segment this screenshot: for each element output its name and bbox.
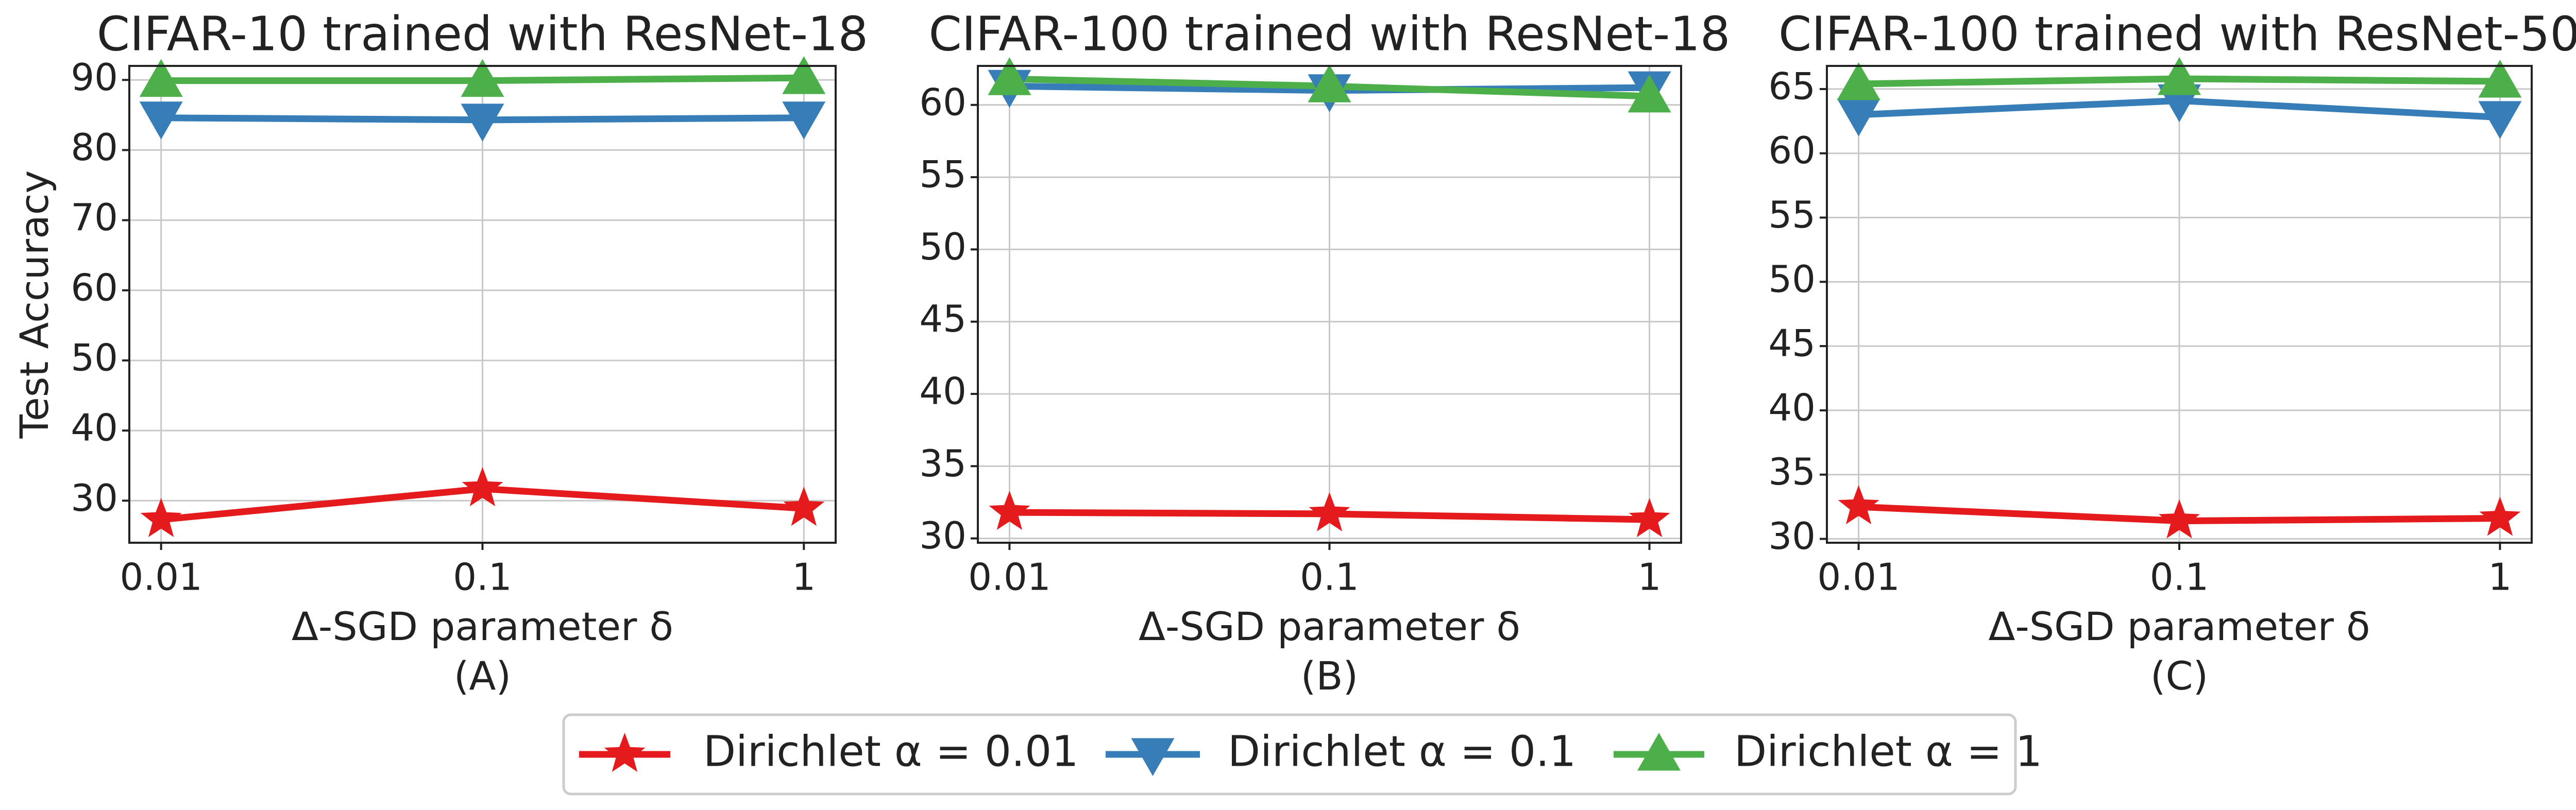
data-point (2158, 57, 2201, 95)
y-tick-label: 45 (919, 297, 967, 340)
y-tick-label: 30 (71, 476, 118, 520)
plot-frame (128, 65, 837, 544)
y-tick-label: 80 (71, 126, 118, 169)
legend-marker (1637, 733, 1681, 771)
legend-label: Dirichlet α = 0.01 (703, 727, 1078, 776)
data-point (989, 491, 1030, 530)
y-tick-label: 55 (1768, 193, 1816, 236)
y-tick-label: 35 (919, 442, 967, 485)
y-tick-label: 55 (919, 153, 967, 196)
y-tick-label: 40 (71, 406, 118, 450)
x-tick-label: 0.1 (2150, 556, 2209, 599)
data-point (1308, 64, 1351, 102)
y-tick-label: 30 (919, 514, 967, 557)
y-tick-label: 30 (1768, 514, 1816, 558)
y-axis-label: Test Accuracy (11, 170, 57, 439)
x-axis-label: Δ-SGD parameter δ (1139, 604, 1520, 649)
data-point (2159, 499, 2200, 539)
legend-label: Dirichlet α = 0.1 (1228, 727, 1576, 776)
chart-title: CIFAR-10 trained with ResNet-18 (97, 6, 868, 61)
x-tick-label: 0.01 (968, 556, 1050, 599)
y-tick-label: 70 (71, 196, 118, 239)
y-tick-label: 40 (919, 369, 967, 412)
x-axis-label: Δ-SGD parameter δ (1988, 604, 2370, 649)
y-tick-label: 35 (1768, 450, 1816, 493)
data-point (2478, 101, 2522, 139)
data-point (1838, 485, 1879, 525)
data-point (782, 56, 826, 94)
data-point (988, 57, 1031, 95)
data-point (783, 487, 825, 526)
data-point (2478, 59, 2522, 98)
x-tick-label: 0.1 (1300, 556, 1359, 599)
y-tick-label: 50 (71, 336, 118, 379)
panel-label: (A) (454, 653, 511, 699)
x-tick-label: 0.01 (1817, 556, 1900, 599)
legend-label: Dirichlet α = 1 (1734, 727, 2042, 776)
panel-label: (C) (2150, 653, 2208, 699)
chart-title: CIFAR-100 trained with ResNet-50 (1778, 6, 2576, 61)
data-point (139, 101, 183, 140)
data-point (461, 104, 504, 142)
x-axis-label: Δ-SGD parameter δ (292, 604, 673, 649)
data-point (1309, 492, 1350, 531)
x-tick-label: 1 (792, 556, 816, 599)
legend-box (562, 713, 2017, 796)
y-tick-label: 40 (1768, 386, 1816, 429)
y-tick-label: 60 (1768, 129, 1816, 172)
legend-marker (1131, 738, 1175, 776)
y-tick-label: 45 (1768, 322, 1816, 365)
data-point (782, 101, 826, 140)
data-point (1837, 62, 1880, 100)
chart-title: CIFAR-100 trained with ResNet-18 (929, 6, 1731, 61)
data-point (1628, 74, 1671, 113)
data-point (1837, 98, 1880, 136)
legend-marker (604, 733, 646, 772)
plot-frame (977, 65, 1682, 544)
data-point (462, 467, 503, 507)
y-tick-label: 60 (919, 80, 967, 124)
panel-label: (B) (1301, 653, 1358, 699)
data-point (2479, 496, 2521, 536)
x-tick-label: 0.1 (453, 556, 512, 599)
x-tick-label: 0.01 (120, 556, 202, 599)
data-point (461, 59, 504, 97)
plot-frame (1826, 65, 2533, 544)
y-tick-label: 50 (1768, 257, 1816, 301)
data-point (1629, 498, 1670, 538)
data-point (140, 498, 182, 538)
data-point (139, 59, 183, 97)
y-tick-label: 65 (1768, 64, 1816, 108)
x-tick-label: 1 (2488, 556, 2512, 599)
x-tick-label: 1 (1638, 556, 1662, 599)
y-tick-label: 60 (71, 266, 118, 309)
y-tick-label: 90 (71, 56, 118, 99)
y-tick-label: 50 (919, 225, 967, 268)
